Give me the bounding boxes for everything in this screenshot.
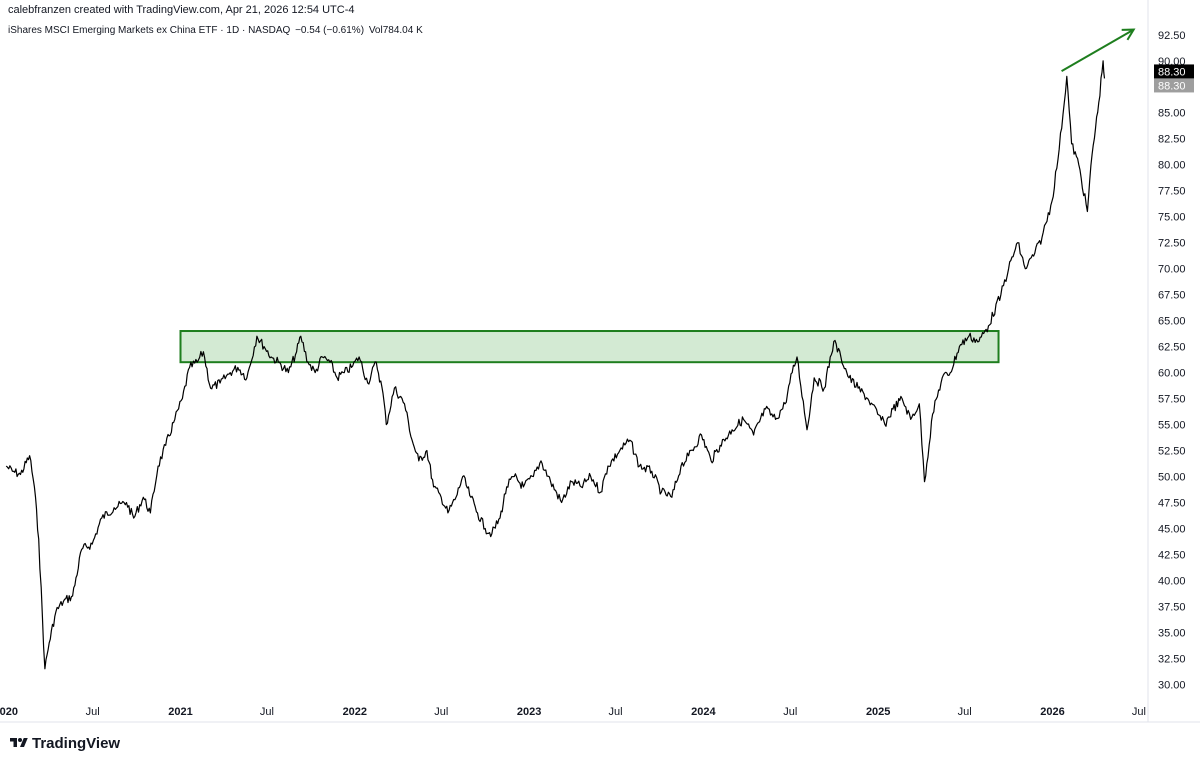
chart-credit: calebfranzen created with TradingView.co… — [8, 4, 355, 16]
y-tick-label: 40.00 — [1158, 575, 1186, 587]
y-tick-label: 47.50 — [1158, 498, 1186, 510]
x-tick-label: 2022 — [343, 706, 367, 718]
y-tick-label: 75.00 — [1158, 212, 1186, 224]
y-tick-label: 45.00 — [1158, 524, 1186, 536]
x-tick-label: 2026 — [1040, 706, 1064, 718]
y-tick-label: 85.00 — [1158, 108, 1186, 120]
price-line[interactable] — [5, 60, 1106, 670]
y-tick-label: 92.50 — [1158, 30, 1186, 42]
symbol-description[interactable]: iShares MSCI Emerging Markets ex China E… — [8, 25, 291, 36]
symbol-legend: iShares MSCI Emerging Markets ex China E… — [8, 25, 425, 36]
y-tick-label: 80.00 — [1158, 160, 1186, 172]
x-tick-label: 2020 — [0, 706, 18, 718]
y-tick-label: 67.50 — [1158, 290, 1186, 302]
tradingview-logo-icon — [10, 738, 28, 747]
x-tick-label: Jul — [434, 706, 448, 718]
x-tick-label: 2021 — [168, 706, 192, 718]
x-tick-label: Jul — [609, 706, 623, 718]
x-tick-label: Jul — [958, 706, 972, 718]
tradingview-footer: TradingView — [10, 734, 120, 752]
y-tick-label: 52.50 — [1158, 446, 1186, 458]
x-tick-label: 2023 — [517, 706, 541, 718]
price-label-last — [1154, 64, 1194, 79]
trend-arrow-line[interactable] — [1061, 28, 1135, 73]
y-tick-label: 77.50 — [1158, 186, 1186, 198]
y-tick-label: 35.00 — [1158, 627, 1186, 639]
price-label-last-text: 88.30 — [1158, 66, 1186, 78]
x-tick-label: Jul — [783, 706, 797, 718]
y-tick-label: 42.50 — [1158, 549, 1186, 561]
price-label-previous-text: 88.30 — [1158, 80, 1186, 92]
x-tick-label: Jul — [260, 706, 274, 718]
resistance-zone[interactable] — [179, 330, 1000, 364]
x-tick-label: Jul — [1132, 706, 1146, 718]
y-tick-label: 50.00 — [1158, 472, 1186, 484]
y-tick-label: 55.00 — [1158, 420, 1186, 432]
price-label-previous — [1154, 78, 1194, 93]
y-tick-label: 60.00 — [1158, 368, 1186, 380]
y-tick-label: 57.50 — [1158, 394, 1186, 406]
trend-arrow-head — [1121, 28, 1136, 41]
volume-value: Vol784.04 K — [368, 25, 423, 36]
x-tick-label: 2025 — [866, 706, 890, 718]
y-tick-label: 62.50 — [1158, 342, 1186, 354]
x-tick-label: Jul — [86, 706, 100, 718]
tradingview-brand: TradingView — [32, 734, 121, 752]
y-tick-label: 65.00 — [1158, 316, 1186, 328]
y-tick-label: 37.50 — [1158, 601, 1186, 613]
y-tick-label: 32.50 — [1158, 653, 1186, 665]
y-tick-label: 30.00 — [1158, 679, 1186, 691]
y-tick-label: 70.00 — [1158, 264, 1186, 276]
y-tick-label: 72.50 — [1158, 238, 1186, 250]
y-tick-label: 82.50 — [1158, 134, 1186, 146]
x-tick-label: 2024 — [691, 706, 716, 718]
price-change: −0.54 (−0.61%) — [295, 25, 365, 36]
